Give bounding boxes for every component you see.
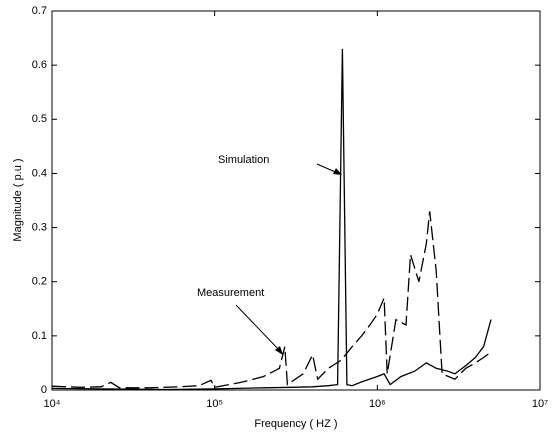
y-tick-label: 0 [41,384,47,396]
y-tick-label: 0.6 [32,59,47,71]
arrow-head [275,346,283,355]
y-tick-label: 0.3 [32,221,47,233]
x-tick-label: 10⁵ [206,398,223,410]
y-tick-label: 0.1 [32,330,47,342]
x-tick-label: 10⁶ [369,398,386,410]
y-tick-label: 0.2 [32,276,47,288]
series-line [51,48,492,391]
annotation-arrow [235,304,282,353]
y-tick-label: 0.5 [32,113,47,125]
y-tick-label: 0.4 [32,167,47,179]
x-tick-label: 10⁴ [44,398,61,410]
y-axis-label: Magnitude ( p.u ) [12,158,24,241]
y-tick-label: 0.7 [32,5,47,17]
x-tick-label: 10⁷ [532,398,548,410]
x-axis-label: Frequency ( HZ ) [254,418,337,430]
plot-frame [51,10,541,391]
arrow-head [333,168,342,175]
annotation: Simulation [218,154,269,166]
series-line [51,211,492,389]
annotation: Measurement [197,287,264,299]
